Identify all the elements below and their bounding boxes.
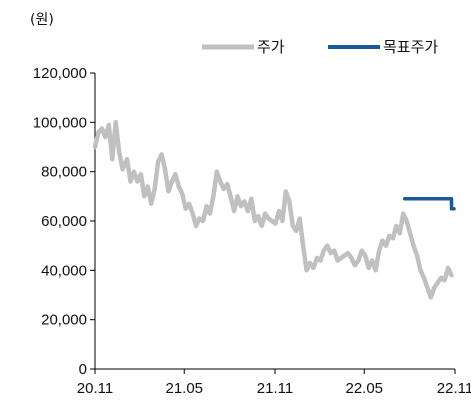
price-series-line (92, 120, 454, 300)
y-tick-label: 80,000 (41, 164, 87, 181)
target-price-series-line (402, 197, 456, 211)
y-tick-label: 20,000 (41, 312, 87, 329)
plot-area: 0 20,000 40,000 60,000 80,000 100,000 120,000 2… (33, 65, 471, 397)
legend: 주가 목표주가 (202, 38, 438, 56)
y-tick-label: 120,000 (33, 65, 87, 82)
legend-label-target: 목표주가 (383, 38, 438, 56)
y-tick-label: 40,000 (41, 262, 87, 279)
legend-label-price: 주가 (257, 38, 285, 56)
x-tick-label: 22.05 (345, 380, 383, 397)
y-tick-label: 100,000 (33, 114, 87, 131)
x-tick-label: 22.11 (437, 380, 471, 397)
x-tick-label: 21.11 (257, 380, 293, 397)
y-tick-label: 60,000 (41, 213, 87, 230)
x-tick-label: 21.05 (165, 380, 203, 397)
x-tick-label: 20.11 (77, 380, 113, 397)
y-tick-label: 0 (79, 361, 87, 378)
unit-label: (원) (30, 12, 54, 28)
